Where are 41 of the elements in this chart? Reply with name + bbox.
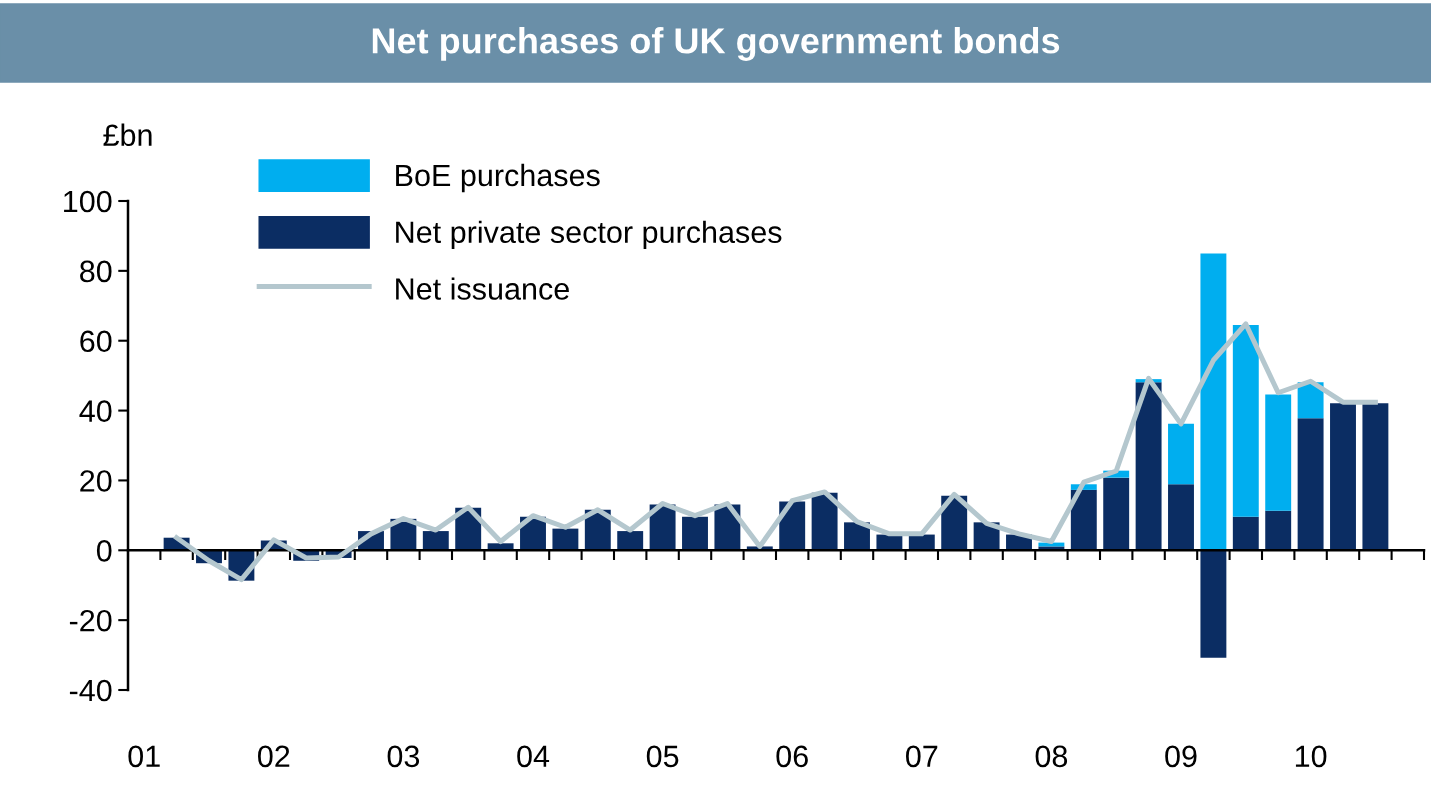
bar [1232,516,1259,551]
bar [1265,394,1292,511]
y-tick-label: 0 [96,540,112,562]
bar [1362,403,1389,551]
y-tick-label: 20 [80,470,112,492]
chart-title: Net purchases of UK government bonds [372,27,1060,61]
x-tick-label: 02 [258,745,290,768]
y-tick-label: -20 [69,609,112,632]
x-tick-label: 10 [1295,745,1327,768]
y-tick-label: 40 [79,400,112,422]
x-tick-label: 03 [387,745,420,768]
bar [1200,550,1227,658]
x-tick-label: 07 [906,745,938,768]
bar [1135,382,1162,551]
bar [617,531,644,551]
x-tick-label: 05 [646,745,679,768]
x-tick-label: 09 [1165,745,1197,768]
bar [682,516,708,551]
y-axis-title: £bn [103,123,152,147]
x-tick-label: 01 [128,745,160,768]
bar [1070,489,1097,551]
bar [1168,484,1194,551]
bar [1232,325,1259,517]
x-tick-label: 06 [776,745,808,768]
y-tick-label: 100 [64,190,112,213]
y-tick-label: 80 [80,260,112,283]
legend-label: Net issuance [396,277,569,300]
bar [552,528,579,551]
bar [422,531,449,551]
legend-label: Net private sector purchases [396,220,782,250]
x-tick-label: 04 [517,745,550,768]
bar [1168,423,1194,485]
bar [1200,253,1227,551]
y-tick-label: -40 [69,679,112,702]
bar [1265,510,1292,551]
bar [1330,403,1356,551]
y-tick-label: 60 [80,330,112,353]
legend-label: BoE purchases [396,163,600,193]
x-tick-label: 08 [1035,745,1068,768]
bar [1103,477,1130,551]
bar [1297,418,1324,551]
